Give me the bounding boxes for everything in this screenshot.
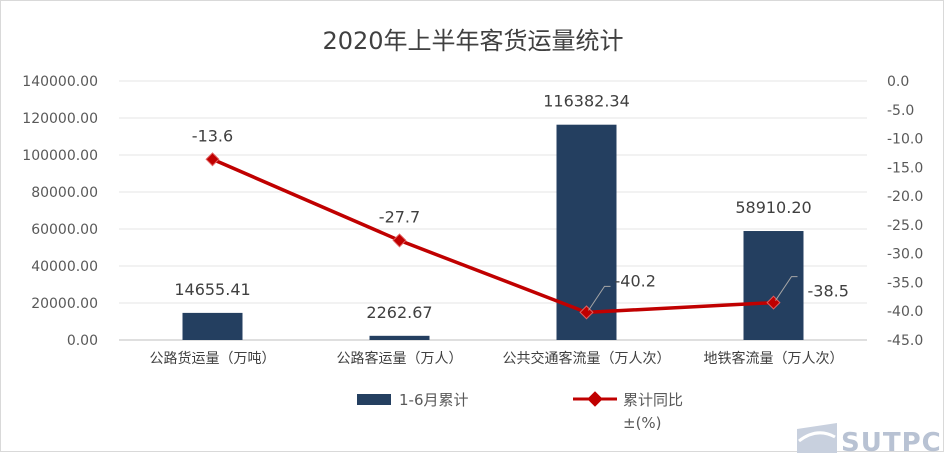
legend: 1-6月累计 累计同比 ±(%) (357, 391, 683, 432)
x-tick-label: 公路货运量（万吨） (150, 350, 276, 367)
right-tick-label: -30.0 (887, 247, 923, 263)
leader-line (775, 276, 798, 301)
right-tick-label: -25.0 (887, 218, 923, 234)
bar-value-label: 58910.20 (735, 198, 811, 217)
x-axis-labels: 公路货运量（万吨） 公路客运量（万人） 公共交通客流量（万人次） 地铁客流量（万人次） (150, 350, 844, 367)
left-tick-label: 120000.00 (22, 111, 98, 127)
legend-swatch-marker (587, 391, 603, 407)
bar-value-label: 14655.41 (174, 280, 250, 299)
left-tick-label: 40000.00 (31, 259, 98, 275)
sutpc-logo: SUTPC (797, 423, 942, 458)
bar (743, 231, 804, 340)
leader-line (588, 285, 611, 311)
line-value-label: -38.5 (808, 282, 849, 301)
bar (369, 335, 430, 340)
legend-swatch-bar (357, 394, 391, 405)
left-tick-label: 20000.00 (31, 296, 98, 312)
line-value-label: -13.6 (192, 126, 233, 145)
line-path (211, 157, 774, 315)
right-tick-label: 0.0 (887, 74, 909, 90)
left-tick-label: 0.00 (67, 333, 98, 349)
bar-value-label: 2262.67 (366, 303, 432, 322)
right-tick-label: -5.0 (887, 103, 914, 119)
left-axis-ticks: 0.00 20000.00 40000.00 60000.00 80000.00 1000… (22, 74, 98, 349)
bar (182, 312, 243, 340)
right-tick-label: -15.0 (887, 160, 923, 176)
right-tick-label: -20.0 (887, 189, 923, 205)
logo-swoosh-icon (798, 431, 836, 443)
chart-title: 2020年上半年客货运量统计 (322, 27, 623, 55)
right-tick-label: -10.0 (887, 132, 923, 148)
left-tick-label: 80000.00 (31, 185, 98, 201)
right-tick-label: -45.0 (887, 333, 923, 349)
left-tick-label: 60000.00 (31, 222, 98, 238)
bar-value-label: 116382.34 (543, 92, 630, 111)
right-tick-label: -40.0 (887, 304, 923, 320)
line-value-label: -27.7 (379, 207, 420, 226)
legend-label-bar: 1-6月累计 (399, 391, 469, 409)
line-value-label: -40.2 (615, 271, 656, 290)
line-series: -13.6 -27.7 -40.2 -38.5 (192, 126, 849, 320)
right-axis-ticks: 0.0 -5.0 -10.0 -15.0 -20.0 -25.0 -30.0 -35.0 -40… (887, 74, 923, 349)
gridlines (119, 80, 867, 341)
watermark-text: SUTPC (841, 428, 942, 453)
x-tick-label: 公共交通客流量（万人次） (503, 350, 671, 367)
left-tick-label: 140000.00 (22, 74, 98, 90)
x-tick-label: 地铁客流量（万人次） (704, 350, 844, 367)
line-marker (205, 152, 220, 167)
legend-label-line-1: 累计同比 (623, 391, 683, 409)
right-tick-label: -35.0 (887, 275, 923, 291)
left-tick-label: 100000.00 (22, 148, 98, 164)
x-tick-label: 公路客运量（万人） (337, 350, 463, 367)
line-marker (392, 233, 407, 248)
logo-mark-icon (797, 423, 837, 453)
bar-series: 14655.41 2262.67 116382.34 58910.20 (174, 92, 812, 340)
legend-label-line-2: ±(%) (623, 414, 662, 432)
